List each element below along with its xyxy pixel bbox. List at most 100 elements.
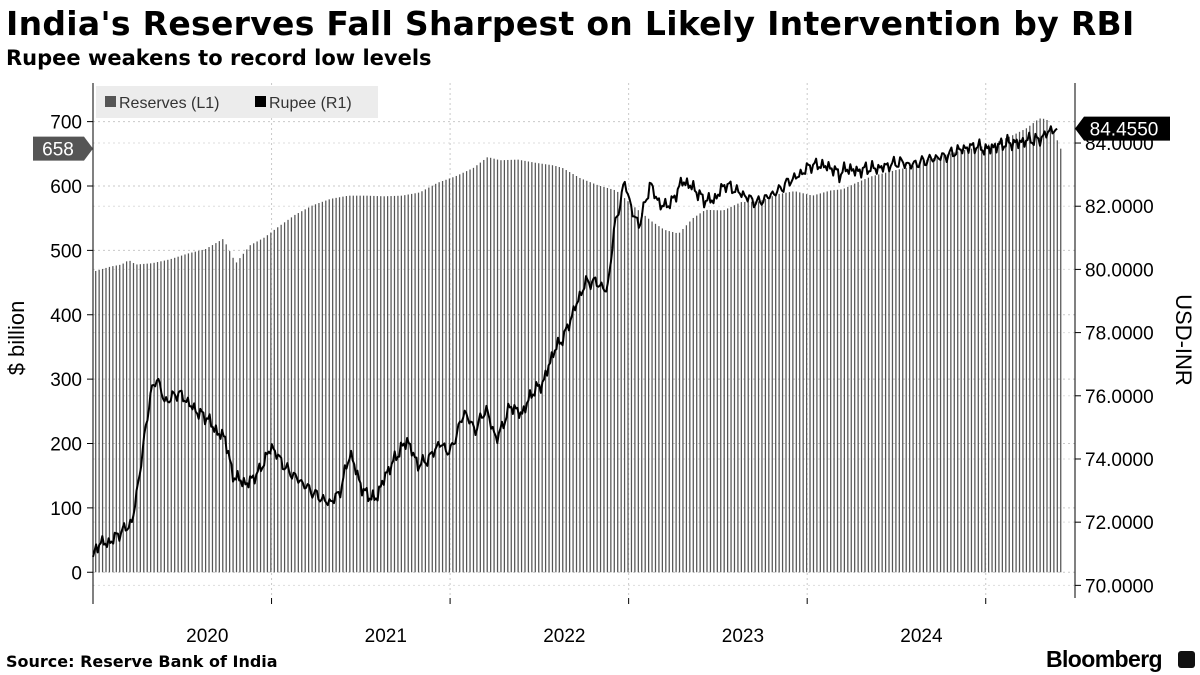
reserves-bars [95, 118, 1062, 573]
right-tick-label: 78.0000 [1085, 324, 1154, 345]
bloomberg-logo: Bloomberg [1046, 646, 1163, 672]
left-tick-label: 300 [50, 370, 82, 391]
axis-layer: 0 100 200 300 400 500 600 700 70.0000 72.0000 74.0… [4, 83, 1196, 647]
legend-label: Rupee (R1) [269, 95, 352, 112]
reserves-bar [654, 223, 657, 573]
reserves-bar [558, 167, 560, 573]
reserves-bar [510, 159, 512, 573]
reserves-bar [593, 183, 595, 573]
reserves-bar [225, 244, 227, 573]
reserves-bar [170, 258, 172, 573]
reserves-bar [115, 265, 117, 573]
x-tick-label: 2020 [186, 626, 228, 647]
reserves-bar [754, 201, 756, 573]
reserves-bar [435, 183, 437, 573]
left-tick-label: 100 [50, 499, 82, 520]
reserves-bar [469, 169, 471, 573]
reserves-bar [1015, 133, 1017, 573]
reserves-bar [507, 159, 509, 573]
reserves-bar [369, 195, 372, 573]
reserves-bar [771, 196, 773, 573]
reserves-bar [1039, 118, 1041, 573]
reserves-bar [672, 232, 674, 573]
reserves-bar [301, 211, 303, 573]
reserves-bar [496, 159, 499, 573]
reserves-bar [747, 201, 749, 573]
reserves-bar [551, 165, 554, 573]
reserves-bar [1001, 139, 1003, 573]
reserves-bar [445, 179, 447, 573]
left-tick-label: 600 [50, 177, 82, 198]
reserves-bar [167, 259, 169, 573]
reserves-bar [696, 215, 698, 573]
reserves-bar [411, 193, 413, 573]
reserves-last-value-label: 658 [42, 140, 74, 161]
reserves-bar [888, 171, 890, 573]
reserves-bar [641, 213, 643, 573]
reserves-bar [101, 268, 104, 573]
reserves-bar [342, 196, 344, 573]
legend-swatch [255, 96, 266, 107]
reserves-bar [912, 165, 914, 573]
reserves-bar [177, 256, 179, 573]
rupee-last-value-label: 84.4550 [1090, 120, 1159, 141]
reserves-bar [1053, 131, 1055, 573]
reserves-bar [919, 162, 921, 573]
reserves-bar [809, 195, 811, 573]
reserves-bar [929, 158, 931, 573]
reserves-bar [974, 148, 976, 573]
reserves-bar [1005, 138, 1007, 573]
reserves-bar [136, 264, 138, 573]
reserves-bar [651, 221, 653, 573]
reserves-bar [678, 232, 681, 573]
x-tick-label: 2024 [900, 626, 943, 647]
reserves-bar [630, 204, 633, 573]
reserves-bar [174, 257, 176, 573]
reserves-bar [572, 174, 574, 573]
reserves-bar [119, 264, 121, 573]
reserves-bar [843, 188, 846, 573]
reserves-bar [953, 152, 955, 573]
reserves-bar [280, 224, 282, 573]
reserves-bar [218, 241, 220, 573]
reserves-bar [596, 184, 598, 573]
reserves-bar [1049, 125, 1052, 573]
reserves-bar [836, 189, 839, 573]
reserves-bar [582, 179, 584, 573]
left-tick-label: 0 [71, 563, 82, 584]
reserves-bar [634, 207, 636, 573]
reserves-last-value-callout [33, 136, 93, 161]
reserves-bar [981, 146, 983, 573]
reserves-bar [263, 237, 265, 573]
reserves-bar [994, 142, 997, 573]
reserves-bar [356, 195, 358, 573]
reserves-bar [623, 198, 626, 573]
bloomberg-logo-icon [1178, 651, 1195, 668]
reserves-bar [335, 197, 337, 573]
reserves-bar [517, 159, 519, 573]
reserves-bar [967, 149, 969, 573]
reserves-bar [503, 160, 506, 573]
reserves-bar [692, 217, 694, 573]
reserves-bar [253, 243, 255, 573]
reserves-bar [125, 261, 128, 573]
reserves-bar [984, 145, 986, 573]
x-tick-label: 2021 [365, 626, 407, 647]
reserves-bar [428, 187, 430, 573]
reserves-bar [895, 170, 897, 573]
reserves-bar [349, 195, 351, 573]
reserves-bar [617, 191, 619, 573]
reserves-bar [352, 195, 354, 573]
reserves-bar [163, 260, 166, 573]
reserves-bar [421, 191, 423, 573]
reserves-bar [943, 155, 945, 573]
reserves-bar [229, 251, 231, 573]
reserves-bar [730, 206, 732, 573]
reserves-bar [658, 226, 660, 573]
reserves-bar [963, 149, 966, 573]
reserves-bar [644, 215, 646, 573]
reserves-bar [527, 161, 530, 573]
reserves-bar [816, 194, 818, 573]
legend-label: Reserves (L1) [119, 95, 219, 112]
